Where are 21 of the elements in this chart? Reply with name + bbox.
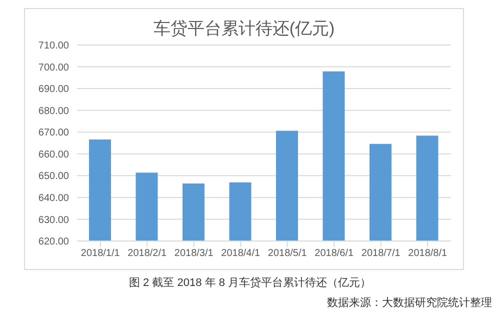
x-tick-label: 2018/1/1 [80, 248, 120, 260]
x-tick-label: 2018/5/1 [268, 248, 308, 260]
y-tick-label: 670.00 [38, 128, 70, 139]
y-tick-label: 620.00 [38, 236, 70, 248]
y-tick-label: 660.00 [38, 149, 70, 160]
y-tick-label: 680.00 [38, 106, 70, 117]
x-tick-label: 2018/2/1 [128, 248, 168, 260]
x-tick-label: 2018/4/1 [221, 248, 261, 260]
y-tick-label: 650.00 [38, 171, 70, 182]
y-tick-label: 700.00 [38, 62, 70, 74]
caption: 图 2 截至 2018 年 8 月车贷平台累计待还（亿元） [128, 276, 372, 290]
y-tick-label: 710.00 [38, 40, 70, 52]
chart-title: 车贷平台累计待还(亿元) [152, 18, 336, 39]
y-tick-label: 690.00 [38, 84, 70, 96]
source-note: 数据来源：大数据研究院统计整理 [326, 296, 492, 310]
y-tick-label: 630.00 [38, 214, 70, 226]
x-tick-label: 2018/8/1 [408, 248, 448, 260]
x-tick-label: 2018/3/1 [174, 248, 214, 260]
y-tick-label: 640.00 [38, 192, 70, 204]
x-tick-label: 2018/6/1 [314, 248, 354, 260]
x-tick-label: 2018/7/1 [361, 248, 401, 260]
